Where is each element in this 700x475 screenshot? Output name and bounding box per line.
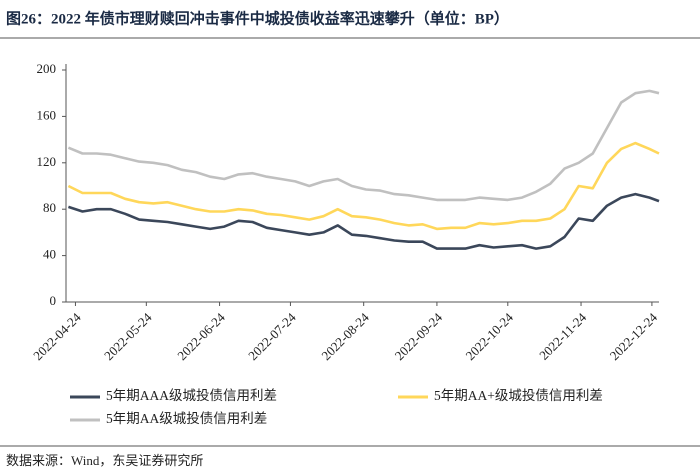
x-tick-label: 2022-04-24 (30, 309, 84, 363)
y-tick-label: 120 (37, 154, 57, 169)
x-tick-label: 2022-09-24 (392, 309, 446, 363)
x-tick-label: 2022-11-24 (536, 309, 590, 363)
legend-label: 5年期AA级城投债信用利差 (106, 411, 267, 426)
y-tick-label: 160 (37, 107, 57, 122)
x-tick-label: 2022-06-24 (174, 309, 228, 363)
source: 数据来源：Wind，东吴证券研究所 (6, 453, 203, 468)
y-tick-label: 200 (37, 61, 57, 76)
legend-label: 5年期AA+级城投债信用利差 (434, 388, 603, 403)
x-tick-label: 2022-08-24 (318, 309, 372, 363)
y-tick-label: 80 (43, 200, 56, 215)
x-tick-label: 2022-10-24 (463, 309, 517, 363)
series-line (67, 141, 660, 231)
x-tick-label: 2022-05-24 (101, 309, 155, 363)
x-tick-label: 2022-07-24 (245, 309, 299, 363)
y-tick-label: 40 (43, 247, 56, 262)
series-line (67, 89, 660, 202)
x-tick-label: 2022-12-24 (607, 309, 661, 363)
chart-title: 图26：2022 年债市理财赎回冲击事件中城投债收益率迅速攀升（单位：BP） (6, 9, 509, 27)
series-line (67, 192, 660, 250)
legend-label: 5年期AAA级城投债信用利差 (106, 388, 277, 403)
y-tick-label: 0 (50, 293, 57, 308)
